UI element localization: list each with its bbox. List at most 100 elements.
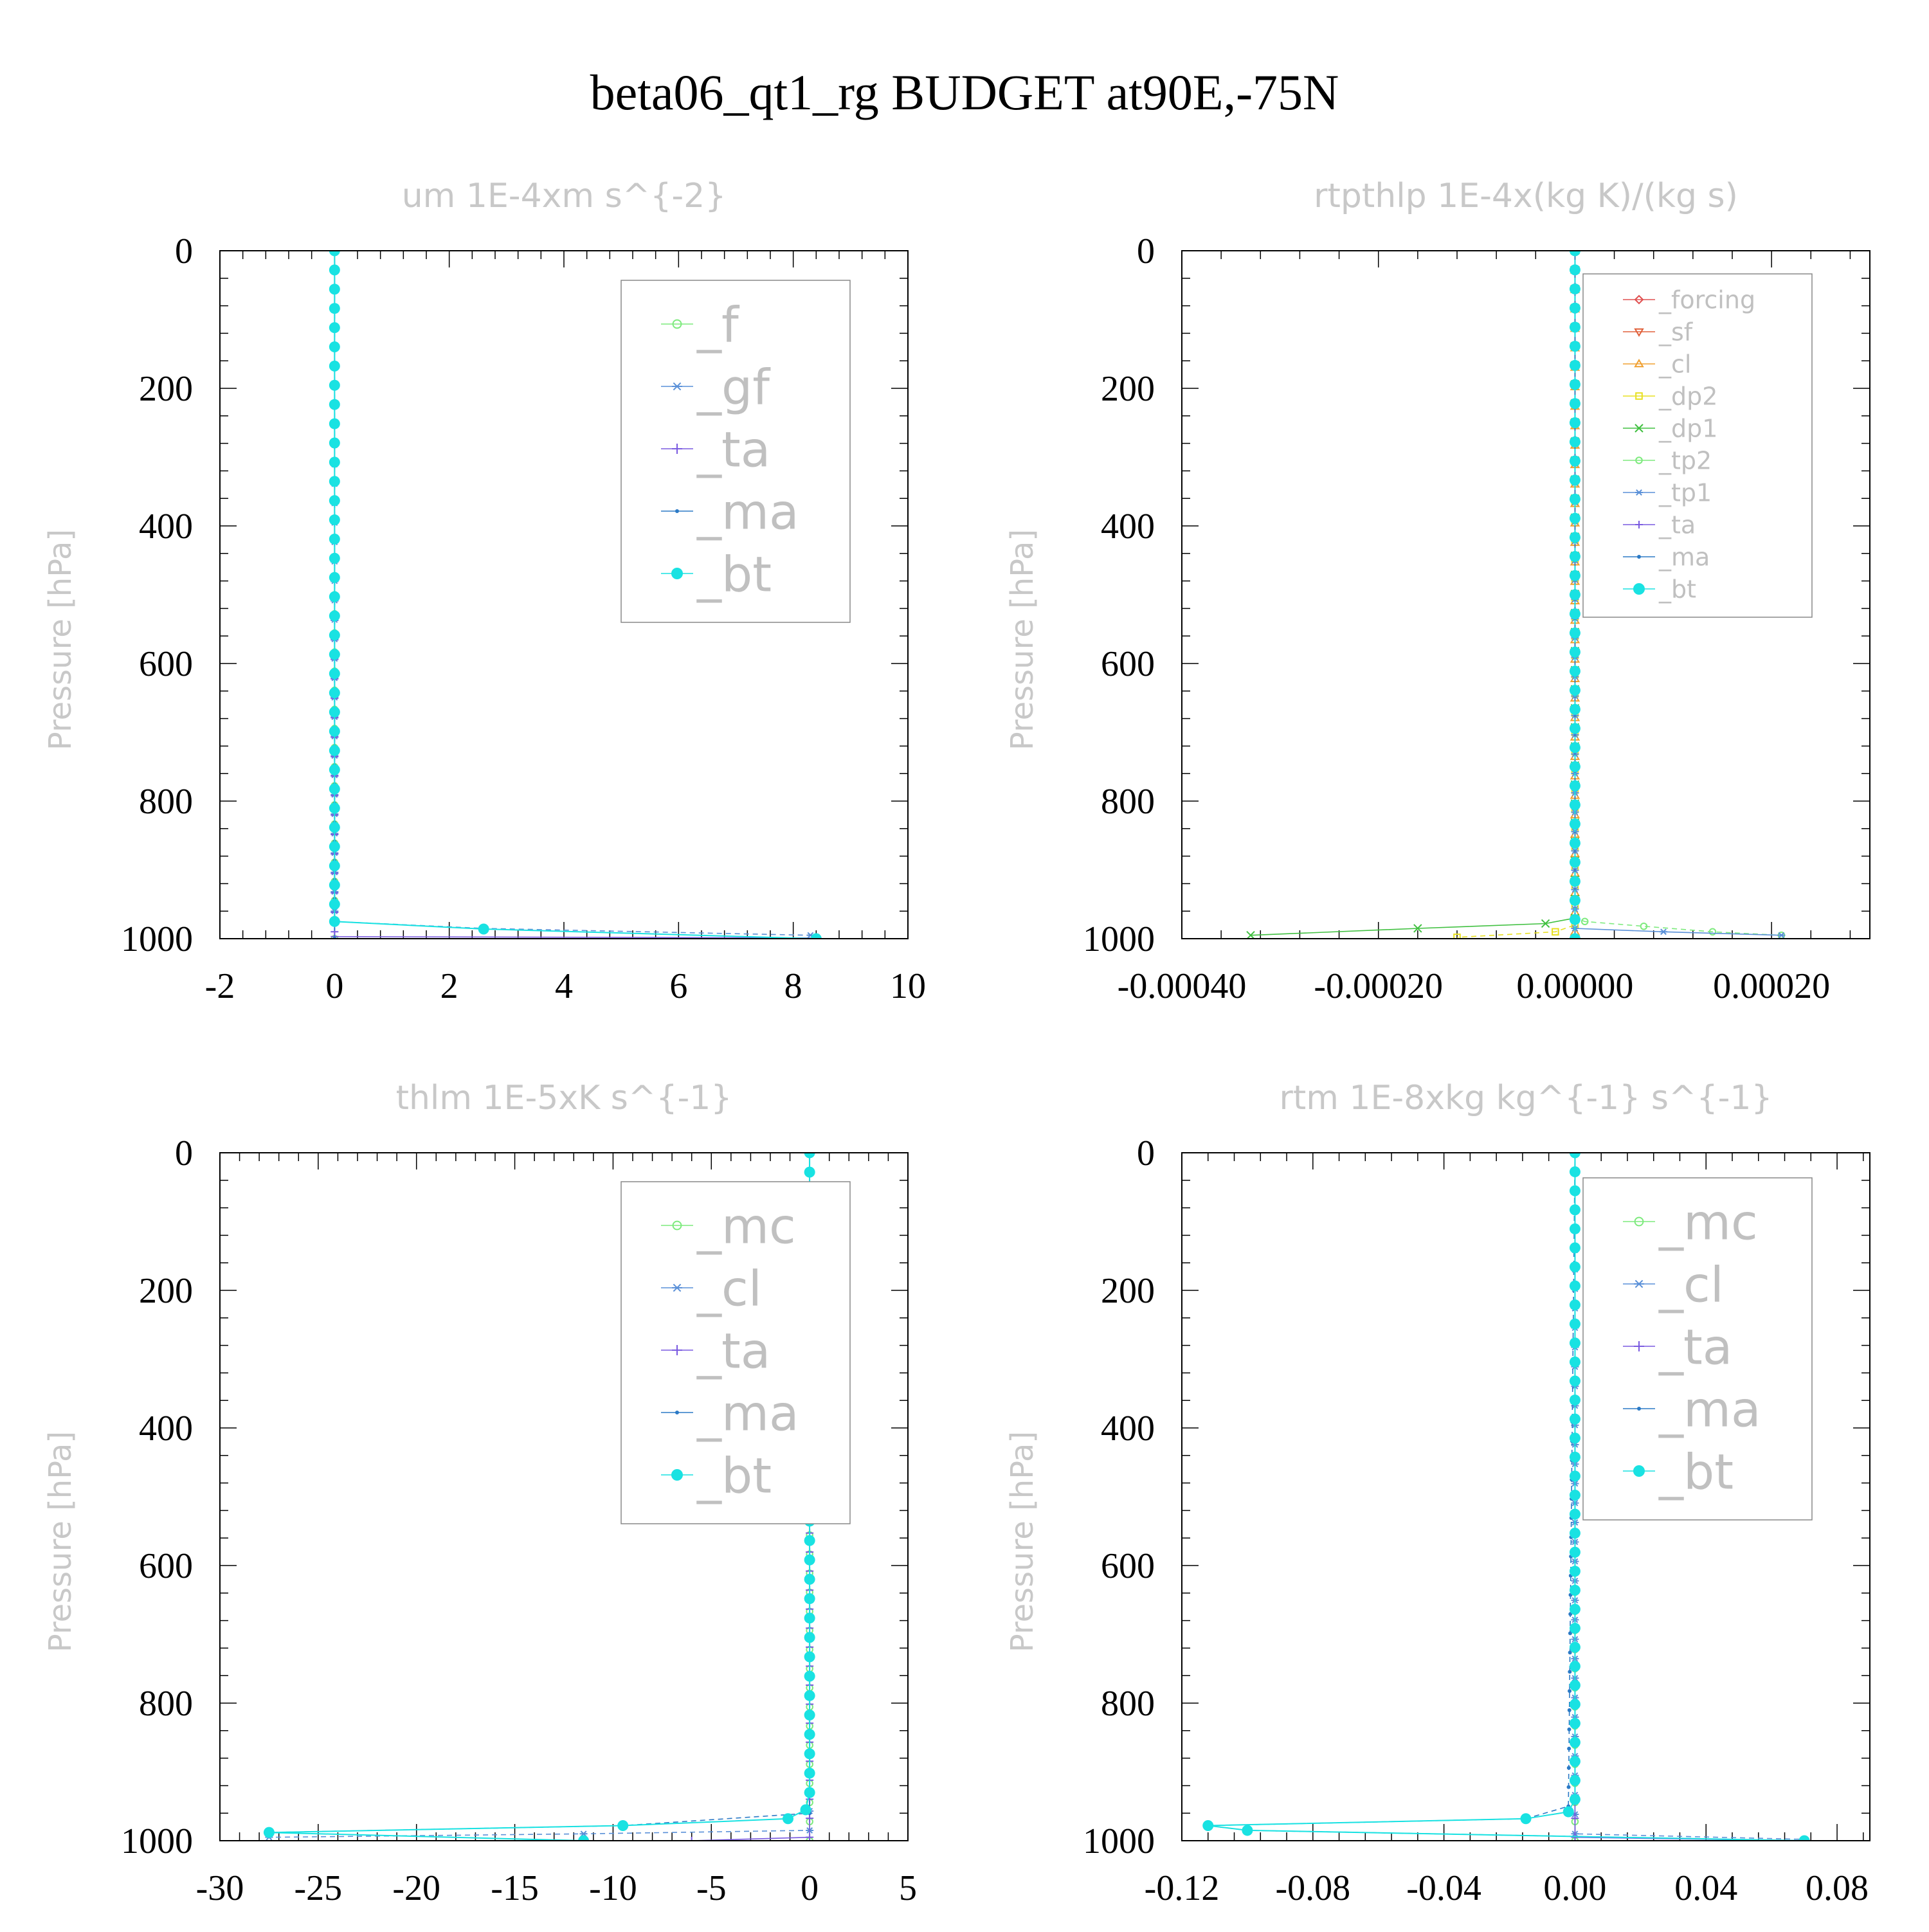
data-point-bt [1569, 1699, 1580, 1710]
legend-label-f: _f [696, 296, 740, 353]
legend-label-ta: _ta [696, 1322, 770, 1379]
data-point-bt [329, 707, 340, 718]
data-point-bt [804, 1651, 815, 1663]
data-point-bt [1569, 455, 1580, 467]
data-point-bt [804, 1593, 815, 1605]
x-tick-label: 0.00 [1543, 1868, 1606, 1908]
panel-title: um 1E-4xm s^{-2} [402, 177, 727, 215]
data-point-bt [1569, 1432, 1580, 1444]
data-point-tp2 [1580, 917, 1589, 926]
data-point-bt [1569, 532, 1580, 543]
plot-frame [1181, 250, 1870, 939]
data-point-bt [329, 783, 340, 795]
data-point-bt [1569, 1566, 1580, 1577]
y-tick-label: 600 [139, 644, 193, 684]
x-tick-label: 0.00000 [1516, 966, 1633, 1006]
data-point-bt [329, 629, 340, 641]
data-point-tp2 [1708, 928, 1717, 936]
legend-box [1582, 273, 1813, 618]
data-point-bt [1569, 283, 1580, 294]
plot-frame [1181, 1152, 1870, 1841]
data-point-bt [1569, 589, 1580, 600]
data-point-ma [1566, 1785, 1571, 1789]
legend-label-mc: _mc [696, 1197, 796, 1254]
data-point-bt [810, 933, 822, 939]
data-point-bt [1569, 1794, 1580, 1805]
data-point-bt [329, 668, 340, 680]
data-point-bt [1569, 341, 1580, 352]
data-point-bt [1569, 251, 1580, 257]
panel-title: rtpthlp 1E-4x(kg K)/(kg s) [1314, 177, 1738, 215]
x-tick-label: -0.12 [1145, 1868, 1220, 1908]
data-point-bt [329, 303, 340, 314]
y-tick-label: 800 [1101, 1684, 1155, 1724]
legend-marker-cl [672, 1283, 682, 1292]
x-tick-label: 8 [784, 966, 802, 1006]
data-point-ma [1567, 1708, 1571, 1713]
legend-marker-sf [1634, 328, 1644, 337]
data-point-bt [1569, 914, 1580, 925]
data-point-bt [1569, 608, 1580, 620]
legend-label-cl: _cl [1658, 1256, 1724, 1313]
legend-marker-ma [1637, 1407, 1641, 1411]
data-point-bt [1569, 1546, 1580, 1558]
data-point-bt [1569, 321, 1580, 333]
legend-marker-tp1 [1635, 489, 1643, 496]
figure-title: beta06_qt1_rg BUDGET at90E,-75N [590, 64, 1339, 120]
x-tick-label: -2 [205, 966, 235, 1006]
legend-marker-ta [672, 1345, 682, 1355]
legend-label-ta: _ta [1658, 1318, 1732, 1375]
legend: _forcing _sf _cl _dp2 _dp1 _tp2 _tp1 _ta _ma _bt [1582, 273, 1813, 618]
data-point-tp2 [1640, 922, 1648, 930]
data-point-bt [804, 1612, 815, 1624]
data-point-bt [1569, 1356, 1580, 1368]
x-tick-label: 10 [890, 966, 926, 1006]
data-point-ma [1568, 1631, 1572, 1636]
data-point-bt [329, 360, 340, 372]
y-tick-label: 0 [1137, 1133, 1155, 1173]
legend-label-ta: _ta [696, 420, 770, 478]
data-point-bt [804, 1787, 815, 1798]
x-tick-label: 0 [801, 1868, 819, 1908]
data-point-bt [1569, 780, 1580, 791]
x-tick-label: -5 [696, 1868, 727, 1908]
y-tick-label: 1000 [1083, 1821, 1155, 1861]
x-tick-label: 0.04 [1674, 1868, 1737, 1908]
series-group [1246, 251, 1786, 939]
legend-label-cl: _cl [696, 1259, 762, 1317]
x-tick-label: 4 [555, 966, 573, 1006]
legend-marker-dp2 [1635, 392, 1643, 400]
y-tick-label: 400 [139, 507, 193, 546]
data-point-bt [329, 495, 340, 507]
y-tick-label: 600 [1101, 644, 1155, 684]
x-tick-label: -15 [491, 1868, 539, 1908]
data-point-bt [1569, 1774, 1580, 1786]
legend-marker-ma [675, 1411, 679, 1414]
legend: _mc _cl_ta_ma_bt [1582, 1177, 1813, 1521]
legend-box [620, 280, 851, 623]
data-point-bt [1569, 646, 1580, 658]
data-point-bt [1569, 723, 1580, 734]
data-point-bt [1569, 436, 1580, 447]
x-tick-label: 2 [440, 966, 458, 1006]
series-line-dp2 [1456, 251, 1576, 938]
data-point-bt [1569, 359, 1580, 371]
x-tick-label: 6 [669, 966, 687, 1006]
data-point-bt [329, 802, 340, 814]
data-point-bt [263, 1827, 275, 1838]
legend-marker-ma [1637, 555, 1641, 559]
legend: _f_gf_ta_ma_bt [620, 280, 851, 623]
x-tick-label: -10 [589, 1868, 637, 1908]
data-point-bt [1569, 1623, 1580, 1634]
chart-panel-top-right: rtpthlp 1E-4x(kg K)/(kg s) Pressure [hPa]… [1004, 177, 1870, 1006]
data-point-bt [329, 514, 340, 526]
data-point-bt [1242, 1825, 1253, 1836]
data-point-bt [1520, 1813, 1532, 1825]
data-point-bt [329, 552, 340, 564]
legend-label-dp2: _dp2 [1658, 383, 1717, 411]
legend-marker-tp2 [1635, 456, 1643, 464]
legend-marker-bt [1633, 583, 1645, 595]
data-point-ma [1568, 1650, 1572, 1655]
x-tick-label: 0.08 [1806, 1868, 1869, 1908]
